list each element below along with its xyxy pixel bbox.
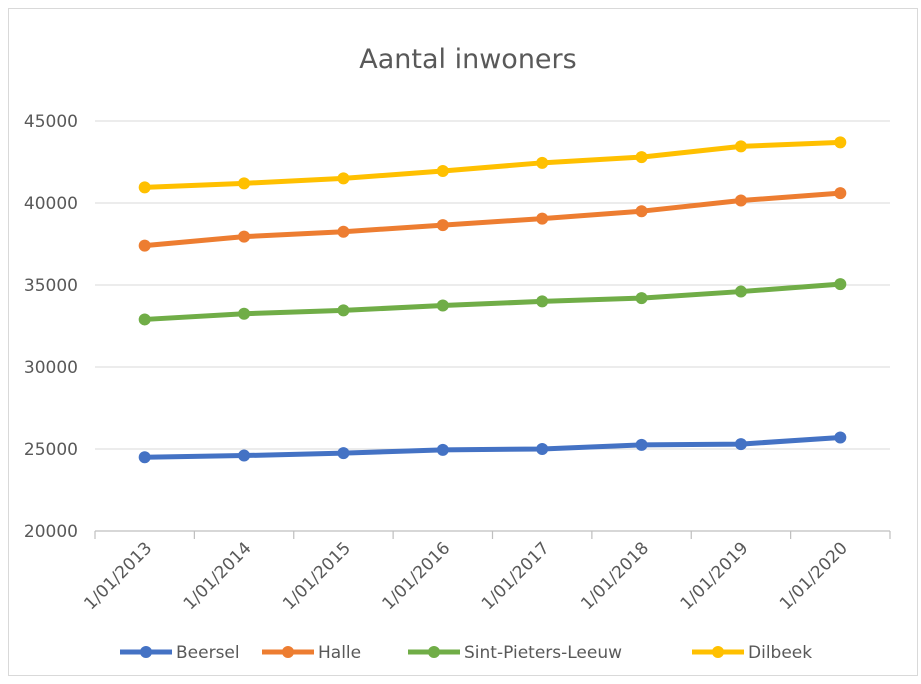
data-point [436, 443, 449, 456]
data-point [734, 438, 747, 451]
data-point [337, 304, 350, 317]
y-tick-label: 30000 [24, 358, 78, 378]
data-point [635, 292, 648, 305]
data-point [834, 136, 847, 149]
data-point [138, 313, 151, 326]
y-tick-label: 20000 [24, 522, 78, 542]
series-line [142, 139, 843, 190]
x-tick-label: 1/01/2016 [379, 538, 455, 614]
data-point [536, 295, 549, 308]
y-tick-label: 35000 [24, 276, 78, 296]
series-dilbeek [138, 136, 847, 194]
data-point [734, 194, 747, 207]
series-layer [138, 136, 847, 464]
legend-marker [712, 646, 724, 658]
data-point [436, 219, 449, 232]
data-point [734, 285, 747, 298]
x-tick-label: 1/01/2014 [180, 538, 256, 614]
legend-label: Sint-Pieters-Leeuw [464, 643, 622, 663]
x-tick-label: 1/01/2020 [776, 538, 852, 614]
x-tick-label: 1/01/2015 [279, 538, 355, 614]
data-point [734, 140, 747, 153]
chart-title: Aantal inwoners [359, 44, 576, 75]
data-point [238, 449, 251, 462]
legend-item: Beersel [120, 643, 240, 663]
data-point [138, 181, 151, 194]
data-point [834, 278, 847, 291]
x-tick-label: 1/01/2018 [577, 538, 653, 614]
legend-label: Beersel [176, 643, 240, 663]
data-point [536, 156, 549, 169]
series-halle [138, 187, 847, 252]
legend-item: Sint-Pieters-Leeuw [408, 643, 622, 663]
y-tick-label: 40000 [24, 194, 78, 214]
legend-marker [140, 646, 152, 658]
legend-marker [282, 646, 294, 658]
legend-marker [428, 646, 440, 658]
gridlines [95, 120, 890, 450]
data-point [436, 165, 449, 178]
data-point [834, 187, 847, 200]
data-point [635, 151, 648, 164]
series-line [142, 190, 843, 249]
x-tick-label: 1/01/2019 [677, 538, 753, 614]
legend-label: Dilbeek [748, 643, 812, 663]
data-point [337, 172, 350, 185]
legend-label: Halle [318, 643, 361, 663]
data-point [138, 239, 151, 252]
legend: Beersel Halle Sint-Pieters-Leeuw Dilbeek [120, 643, 812, 663]
data-point [238, 177, 251, 190]
series-beersel [138, 431, 847, 464]
data-point [337, 447, 350, 460]
data-point [536, 443, 549, 455]
data-point [834, 431, 847, 444]
data-point [635, 205, 648, 218]
legend-item: Halle [262, 643, 361, 663]
series-line [142, 281, 843, 322]
data-point [238, 307, 251, 320]
data-point [436, 299, 449, 312]
data-point [138, 451, 151, 464]
data-point [635, 438, 648, 451]
data-point [337, 225, 350, 238]
x-axis-ticks: 1/01/2013 1/01/2014 1/01/2015 1/01/2016 1/01… [80, 538, 851, 614]
y-axis-ticks: 20000 25000 30000 35000 40000 45000 [24, 112, 78, 542]
legend-item: Dilbeek [692, 643, 812, 663]
chart-frame [8, 8, 918, 676]
series-line [142, 435, 843, 460]
x-tick-label: 1/01/2013 [80, 538, 156, 614]
x-axis [94, 530, 891, 539]
y-tick-label: 45000 [24, 112, 78, 132]
data-point [238, 230, 251, 243]
data-point [536, 212, 549, 225]
x-tick-label: 1/01/2017 [478, 538, 554, 614]
series-sint-pieters-leeuw [138, 278, 847, 326]
y-tick-label: 25000 [24, 440, 78, 460]
